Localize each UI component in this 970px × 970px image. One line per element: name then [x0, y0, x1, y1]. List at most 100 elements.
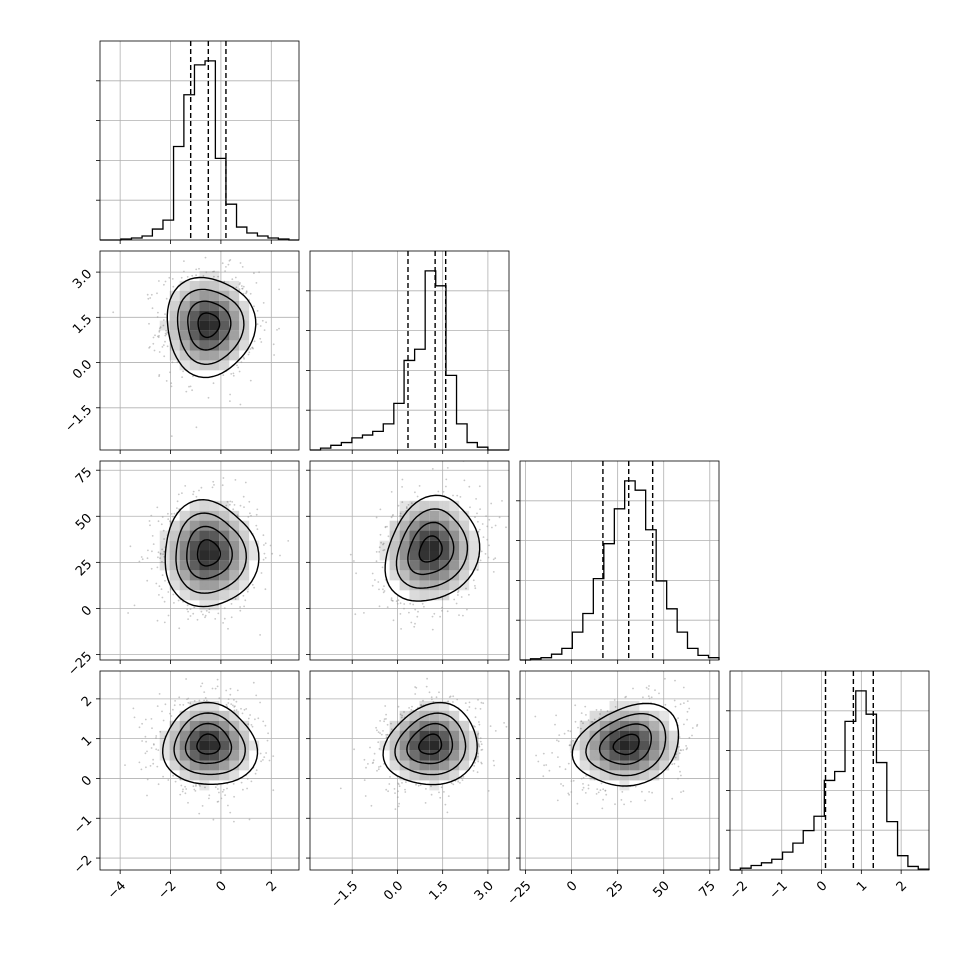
density-cell — [469, 550, 480, 561]
density-cell — [439, 760, 450, 771]
scatter-point — [256, 508, 259, 511]
density-cell — [389, 740, 400, 751]
scatter-point — [474, 761, 476, 764]
scatter-point — [477, 752, 479, 755]
scatter-point — [248, 818, 251, 821]
density-cell — [399, 740, 410, 751]
density-cell — [179, 290, 190, 301]
scatter-point — [246, 777, 249, 780]
scatter-point — [156, 292, 158, 295]
scatter-point — [156, 506, 159, 509]
scatter-point — [150, 567, 153, 570]
scatter-point — [480, 550, 483, 553]
histogram-step — [520, 480, 720, 661]
scatter-point — [414, 491, 416, 494]
density-cell — [419, 580, 430, 591]
density-cell — [429, 510, 440, 521]
scatter-point — [488, 518, 491, 521]
scatter-point — [482, 702, 485, 705]
scatter-point — [156, 566, 159, 569]
density-cell — [449, 530, 460, 541]
density-cell — [179, 750, 190, 761]
scatter-point — [473, 765, 476, 767]
scatter-point — [223, 607, 226, 610]
scatter-point — [179, 703, 181, 706]
scatter-point — [240, 707, 242, 710]
scatter-point — [185, 390, 188, 393]
density-cell — [199, 320, 210, 331]
scatter-point — [262, 759, 264, 761]
scatter-point — [189, 385, 192, 388]
scatter-point — [208, 794, 211, 797]
density-cell — [379, 550, 390, 561]
scatter-point — [148, 520, 151, 522]
density-cell — [169, 760, 180, 771]
scatter-point — [430, 793, 433, 796]
scatter-point — [146, 794, 148, 797]
density-cell — [189, 550, 200, 561]
density-cell — [459, 550, 470, 561]
scatter-point — [620, 799, 623, 801]
density-cell — [419, 560, 430, 571]
scatter-point — [489, 725, 492, 727]
scatter-point — [212, 382, 215, 385]
scatter-point — [379, 720, 381, 722]
scatter-point — [151, 307, 154, 310]
scatter-point — [372, 759, 375, 762]
density-cell — [469, 560, 480, 571]
scatter-point — [450, 782, 453, 785]
scatter-point — [375, 516, 378, 519]
density-cell — [179, 710, 190, 721]
scatter-point — [433, 612, 436, 615]
scatter-point — [182, 704, 185, 706]
scatter-point — [445, 478, 448, 481]
density-cell — [439, 710, 450, 721]
density-cell — [229, 750, 240, 761]
density-cell — [189, 720, 200, 731]
scatter-point — [188, 385, 190, 388]
scatter-point — [192, 493, 195, 496]
density-cell — [409, 750, 420, 761]
scatter-point — [157, 556, 159, 559]
density-cell — [399, 500, 410, 511]
scatter-point — [203, 691, 206, 693]
scatter-point — [419, 784, 422, 786]
scatter-point — [179, 778, 182, 781]
density-cell — [199, 600, 210, 611]
scatter-point — [148, 322, 150, 325]
scatter-point — [394, 792, 396, 794]
density-cell — [409, 530, 420, 541]
scatter-point — [415, 686, 418, 689]
scatter-point — [464, 702, 467, 704]
scatter-point — [230, 616, 233, 619]
scatter-point — [244, 481, 247, 484]
scatter-point — [162, 529, 165, 532]
scatter-point — [252, 681, 255, 684]
density-cell — [239, 720, 250, 731]
scatter-point — [200, 486, 203, 489]
scatter-point — [376, 769, 378, 772]
density-cell — [469, 540, 480, 551]
scatter-point — [230, 703, 233, 705]
density-cell — [189, 330, 200, 341]
contour-level-0 — [417, 733, 443, 755]
density-cell — [169, 320, 180, 331]
joint-panel-3-2 — [516, 670, 720, 874]
scatter-point — [204, 614, 207, 617]
scatter-point — [208, 611, 211, 614]
density-cell — [199, 540, 210, 551]
scatter-point — [648, 685, 650, 687]
scatter-point — [246, 590, 249, 593]
density-cell — [449, 770, 460, 781]
density-cell — [209, 500, 220, 511]
density-cell — [159, 750, 170, 761]
scatter-point — [383, 585, 385, 587]
scatter-point — [253, 340, 256, 343]
scatter-point — [195, 495, 198, 498]
scatter-point — [408, 707, 410, 709]
scatter-point — [481, 748, 484, 751]
scatter-point — [272, 755, 275, 757]
scatter-point — [221, 790, 224, 793]
scatter-point — [165, 297, 168, 300]
scatter-point — [204, 697, 207, 699]
